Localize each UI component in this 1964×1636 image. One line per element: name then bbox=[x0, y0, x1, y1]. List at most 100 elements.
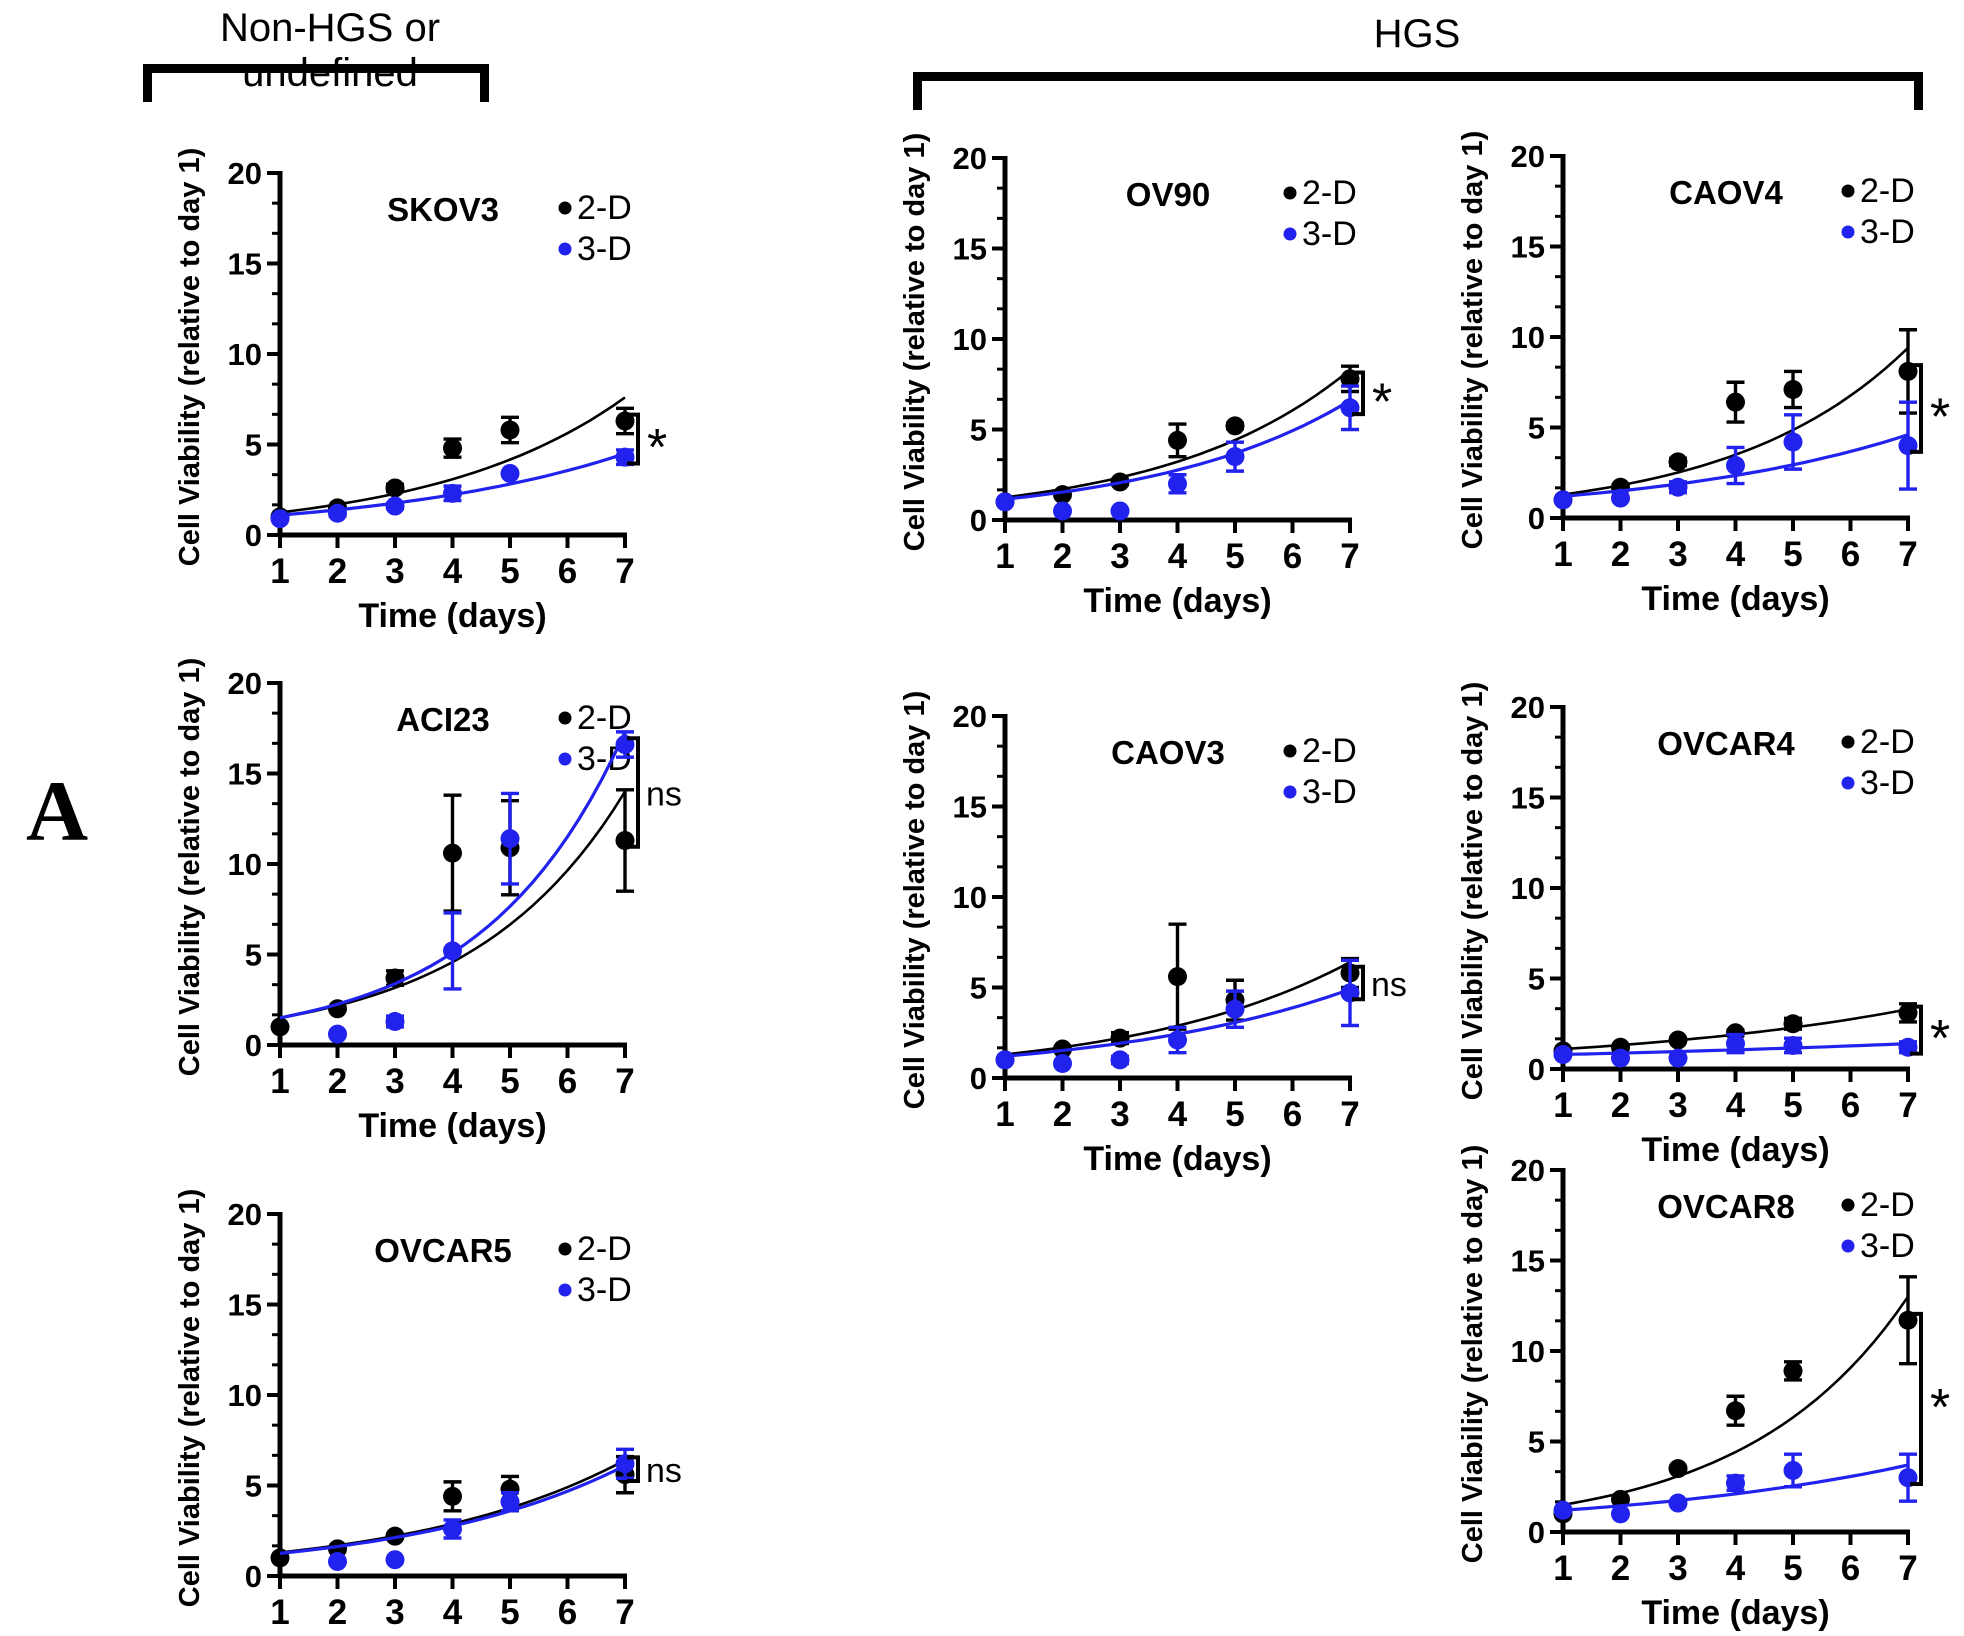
legend-marker-3-d bbox=[558, 242, 572, 256]
data-point bbox=[1668, 1048, 1688, 1068]
data-points-3-d bbox=[1553, 432, 1918, 510]
y-tick-label: 5 bbox=[1528, 962, 1545, 997]
plot-title: ACI23 bbox=[396, 701, 490, 738]
data-point bbox=[1611, 1504, 1630, 1524]
legend-label-3-d: 3-D bbox=[1860, 1227, 1915, 1265]
x-tick-label: 7 bbox=[1898, 1086, 1917, 1125]
plot-skov3: Cell Viability (relative to day 1) 051015… bbox=[174, 148, 667, 635]
data-point bbox=[328, 503, 347, 523]
y-tick-label: 20 bbox=[1511, 1153, 1545, 1188]
x-tick-label: 7 bbox=[615, 1593, 634, 1632]
legend-label-2-d: 2-D bbox=[1302, 732, 1357, 770]
sig-bracket bbox=[1352, 370, 1365, 417]
group-bracket-non-hgs bbox=[143, 64, 489, 102]
data-point bbox=[385, 1550, 405, 1570]
legend-label-2-d: 2-D bbox=[1860, 172, 1915, 210]
sig-label: ns bbox=[646, 776, 682, 814]
data-point bbox=[443, 843, 462, 863]
plot-title: CAOV4 bbox=[1669, 174, 1783, 211]
y-axis-label: Cell Viability (relative to day 1) bbox=[174, 1189, 206, 1608]
y-tick-label: 5 bbox=[1528, 411, 1545, 446]
data-point bbox=[443, 941, 462, 961]
sig-label: ns bbox=[646, 1452, 682, 1490]
x-tick-label: 1 bbox=[270, 1062, 289, 1101]
y-tick-label: 20 bbox=[228, 666, 262, 701]
x-tick-label: 1 bbox=[995, 537, 1014, 576]
error-bars-2-d bbox=[328, 1454, 634, 1553]
y-minor-ticks bbox=[272, 711, 280, 1017]
y-tick-label: 15 bbox=[1511, 781, 1545, 816]
data-points-3-d bbox=[328, 735, 635, 1044]
data-point bbox=[1726, 392, 1745, 412]
legend-marker-3-d bbox=[1841, 225, 1855, 239]
legend-label-3-d: 3-D bbox=[577, 1271, 632, 1309]
x-tick-label: 7 bbox=[1898, 1549, 1917, 1588]
data-point bbox=[1668, 452, 1688, 472]
y-tick-label: 15 bbox=[228, 247, 262, 282]
legend-label-3-d: 3-D bbox=[1302, 773, 1357, 811]
data-point bbox=[328, 1024, 347, 1044]
legend-marker-3-d bbox=[1841, 776, 1855, 790]
y-tick-label: 0 bbox=[1528, 1052, 1545, 1087]
legend-marker-2-d bbox=[558, 711, 572, 725]
x-axis-label: Time (days) bbox=[1083, 582, 1271, 620]
group-header-non-hgs: Non-HGS or undefined bbox=[219, 6, 441, 95]
x-tick-label: 4 bbox=[443, 1593, 463, 1632]
data-point bbox=[1225, 416, 1245, 436]
y-tick-label: 5 bbox=[970, 413, 987, 448]
sig-bracket bbox=[1910, 1311, 1923, 1486]
x-ticks bbox=[278, 535, 627, 548]
x-ticks bbox=[1003, 520, 1352, 533]
sig-bracket bbox=[1910, 363, 1923, 454]
panel-label: A bbox=[26, 763, 89, 859]
y-ticks bbox=[992, 714, 1005, 1080]
y-tick-label: 5 bbox=[1528, 1425, 1545, 1460]
y-axis-label: Cell Viability (relative to day 1) bbox=[1457, 682, 1489, 1101]
legend: 2-D3-D bbox=[558, 1230, 632, 1309]
x-tick-label: 6 bbox=[1283, 1095, 1302, 1134]
y-tick-label: 5 bbox=[245, 1469, 262, 1504]
x-tick-label: 4 bbox=[1168, 1095, 1188, 1134]
y-ticks bbox=[992, 156, 1005, 522]
data-point bbox=[270, 509, 290, 529]
y-axis-label: Cell Viability (relative to day 1) bbox=[899, 691, 931, 1110]
x-tick-label: 5 bbox=[500, 1062, 519, 1101]
data-point bbox=[1783, 1014, 1803, 1034]
data-point bbox=[443, 483, 462, 503]
y-ticks bbox=[267, 1212, 280, 1578]
sig-label: ns bbox=[1371, 966, 1407, 1004]
data-point bbox=[1553, 1500, 1573, 1520]
y-axis-label: Cell Viability (relative to day 1) bbox=[899, 133, 931, 552]
plot-ovcar4: Cell Viability (relative to day 1) 051015… bbox=[1457, 682, 1950, 1169]
data-points-3-d bbox=[328, 1454, 635, 1572]
x-tick-label: 5 bbox=[1783, 1086, 1802, 1125]
data-point bbox=[1783, 432, 1803, 452]
plot-title: SKOV3 bbox=[387, 191, 499, 228]
data-point bbox=[1783, 1460, 1803, 1480]
plot-ovcar8: Cell Viability (relative to day 1) 051015… bbox=[1457, 1145, 1950, 1632]
sig-bracket bbox=[1910, 1004, 1923, 1056]
x-tick-label: 4 bbox=[1168, 537, 1188, 576]
x-ticks bbox=[1561, 1532, 1910, 1545]
y-tick-label: 15 bbox=[953, 232, 987, 267]
x-tick-label: 2 bbox=[1053, 537, 1072, 576]
legend-label-3-d: 3-D bbox=[1302, 215, 1357, 253]
data-point bbox=[270, 1017, 290, 1037]
y-tick-label: 10 bbox=[953, 322, 987, 357]
legend-label-3-d: 3-D bbox=[1860, 764, 1915, 802]
plot-title: CAOV3 bbox=[1111, 734, 1225, 771]
y-tick-label: 20 bbox=[1511, 139, 1545, 174]
legend-label-3-d: 3-D bbox=[577, 230, 632, 268]
legend-marker-2-d bbox=[1841, 1198, 1855, 1212]
data-point bbox=[1110, 501, 1130, 521]
x-axis-label: Time (days) bbox=[1641, 1594, 1829, 1632]
data-point bbox=[385, 496, 405, 516]
x-tick-label: 7 bbox=[1898, 535, 1917, 574]
data-point bbox=[1668, 477, 1688, 497]
y-tick-label: 20 bbox=[228, 1197, 262, 1232]
plot-ovcar5: Cell Viability (relative to day 1) 051015… bbox=[174, 1189, 682, 1632]
x-ticks bbox=[1561, 1069, 1910, 1082]
legend-marker-3-d bbox=[1841, 1239, 1855, 1253]
x-axis-label: Time (days) bbox=[1641, 580, 1829, 618]
legend-label-2-d: 2-D bbox=[1860, 1186, 1915, 1224]
